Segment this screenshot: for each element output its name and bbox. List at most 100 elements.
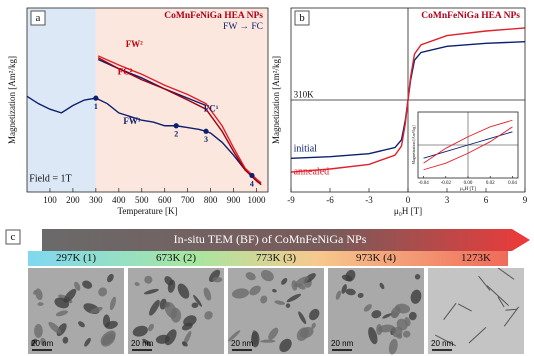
particle xyxy=(181,322,193,331)
series-line xyxy=(423,126,513,171)
particle xyxy=(55,310,69,317)
panel-label-box xyxy=(294,10,310,26)
x-tick-label: 0.00 xyxy=(464,181,473,186)
particle xyxy=(102,314,111,328)
temperature-label: 297K (1) xyxy=(56,252,96,264)
temperature-band xyxy=(28,251,508,266)
y-axis-label: Magnetization [Am²/kg] xyxy=(271,56,281,144)
x-tick-label: 500 xyxy=(135,195,149,205)
particle xyxy=(34,324,43,338)
marker xyxy=(203,128,209,134)
marker-label: 3 xyxy=(204,135,208,144)
temperature-label: 1273K xyxy=(461,252,491,264)
particle xyxy=(203,287,212,301)
particle xyxy=(40,337,47,347)
x-axis-label: Temperature [K] xyxy=(117,206,177,216)
grain-boundary xyxy=(497,267,515,280)
particle xyxy=(272,289,277,293)
particle xyxy=(410,289,422,304)
x-tick-label: -9 xyxy=(287,195,295,205)
scale-label: 20 nm xyxy=(231,339,254,348)
particle xyxy=(177,283,190,299)
series-line xyxy=(97,55,262,184)
particle xyxy=(379,282,385,290)
particle xyxy=(33,289,37,295)
particle xyxy=(298,311,307,325)
grain-boundary xyxy=(478,275,491,291)
particle xyxy=(286,293,301,303)
temperature-label: 773K (3) xyxy=(256,252,296,264)
annotation: annealed xyxy=(294,166,330,177)
particle xyxy=(30,338,38,346)
annotation: 310K xyxy=(294,89,315,99)
grain-boundary xyxy=(497,296,505,308)
x-tick-label: 3 xyxy=(445,195,450,205)
grain-boundary xyxy=(434,334,456,347)
particle xyxy=(260,339,276,343)
particle xyxy=(149,299,160,316)
grain-boundary xyxy=(468,327,487,344)
particle xyxy=(181,341,188,347)
marker xyxy=(173,123,179,129)
scale-label: 20 nm xyxy=(331,339,354,348)
annotation: FW¹ xyxy=(123,116,140,126)
x-tick-label: 600 xyxy=(158,195,172,205)
x-tick-label: 0.02 xyxy=(486,181,495,186)
marker-label: 1 xyxy=(94,102,98,111)
x-axis-label: μ₀H [T] xyxy=(394,206,422,216)
particle xyxy=(63,288,77,303)
series-line xyxy=(423,131,513,159)
particle xyxy=(212,276,223,283)
particle xyxy=(382,313,392,319)
panel-label-box xyxy=(5,229,21,245)
particle xyxy=(249,285,261,296)
particle xyxy=(260,269,274,282)
particle xyxy=(164,276,174,286)
annotation: Field = 1T xyxy=(29,173,71,184)
particle xyxy=(100,330,116,345)
x-tick-label: 1000 xyxy=(248,195,267,205)
particle xyxy=(132,325,148,337)
tem-texture xyxy=(132,269,223,347)
particle xyxy=(98,287,108,297)
y-axis-label: Magnetization [Am²/kg] xyxy=(411,125,416,165)
particle xyxy=(144,275,153,284)
particle xyxy=(82,280,93,289)
particle xyxy=(35,288,43,301)
particle xyxy=(285,303,291,308)
particle xyxy=(78,321,85,328)
particle xyxy=(414,274,421,280)
series-line xyxy=(97,57,262,186)
x-tick-label: 800 xyxy=(204,195,218,205)
plot-frame xyxy=(26,7,269,193)
particle xyxy=(245,272,256,281)
particle xyxy=(396,333,403,339)
particle xyxy=(142,338,152,347)
particle xyxy=(396,318,408,331)
series-line xyxy=(26,95,262,186)
particle xyxy=(279,338,292,353)
particle xyxy=(74,281,81,291)
tem-title: In-situ TEM (BF) of CoMnFeNiGa NPs xyxy=(174,232,367,246)
x-tick-label: 900 xyxy=(227,195,241,205)
x-tick-label: 300 xyxy=(89,195,103,205)
grain-boundary xyxy=(486,285,509,306)
marker-label: 2 xyxy=(174,130,178,139)
particle xyxy=(309,308,320,321)
annotation: FC² xyxy=(118,66,133,76)
particle xyxy=(281,278,288,285)
particle xyxy=(144,288,159,295)
plot-frame xyxy=(417,111,519,179)
marker xyxy=(93,95,99,101)
x-tick-label: 400 xyxy=(112,195,126,205)
marker-label: 4 xyxy=(250,179,254,188)
panel-label: b xyxy=(299,12,305,24)
annotation: FC¹ xyxy=(204,103,219,113)
panel-label: a xyxy=(36,12,41,24)
tem-texture xyxy=(228,269,320,353)
particle xyxy=(84,337,91,347)
particle xyxy=(231,288,249,299)
particle xyxy=(37,302,44,306)
x-tick-label: 0 xyxy=(406,195,411,205)
x-tick-label: 0.04 xyxy=(508,181,517,186)
